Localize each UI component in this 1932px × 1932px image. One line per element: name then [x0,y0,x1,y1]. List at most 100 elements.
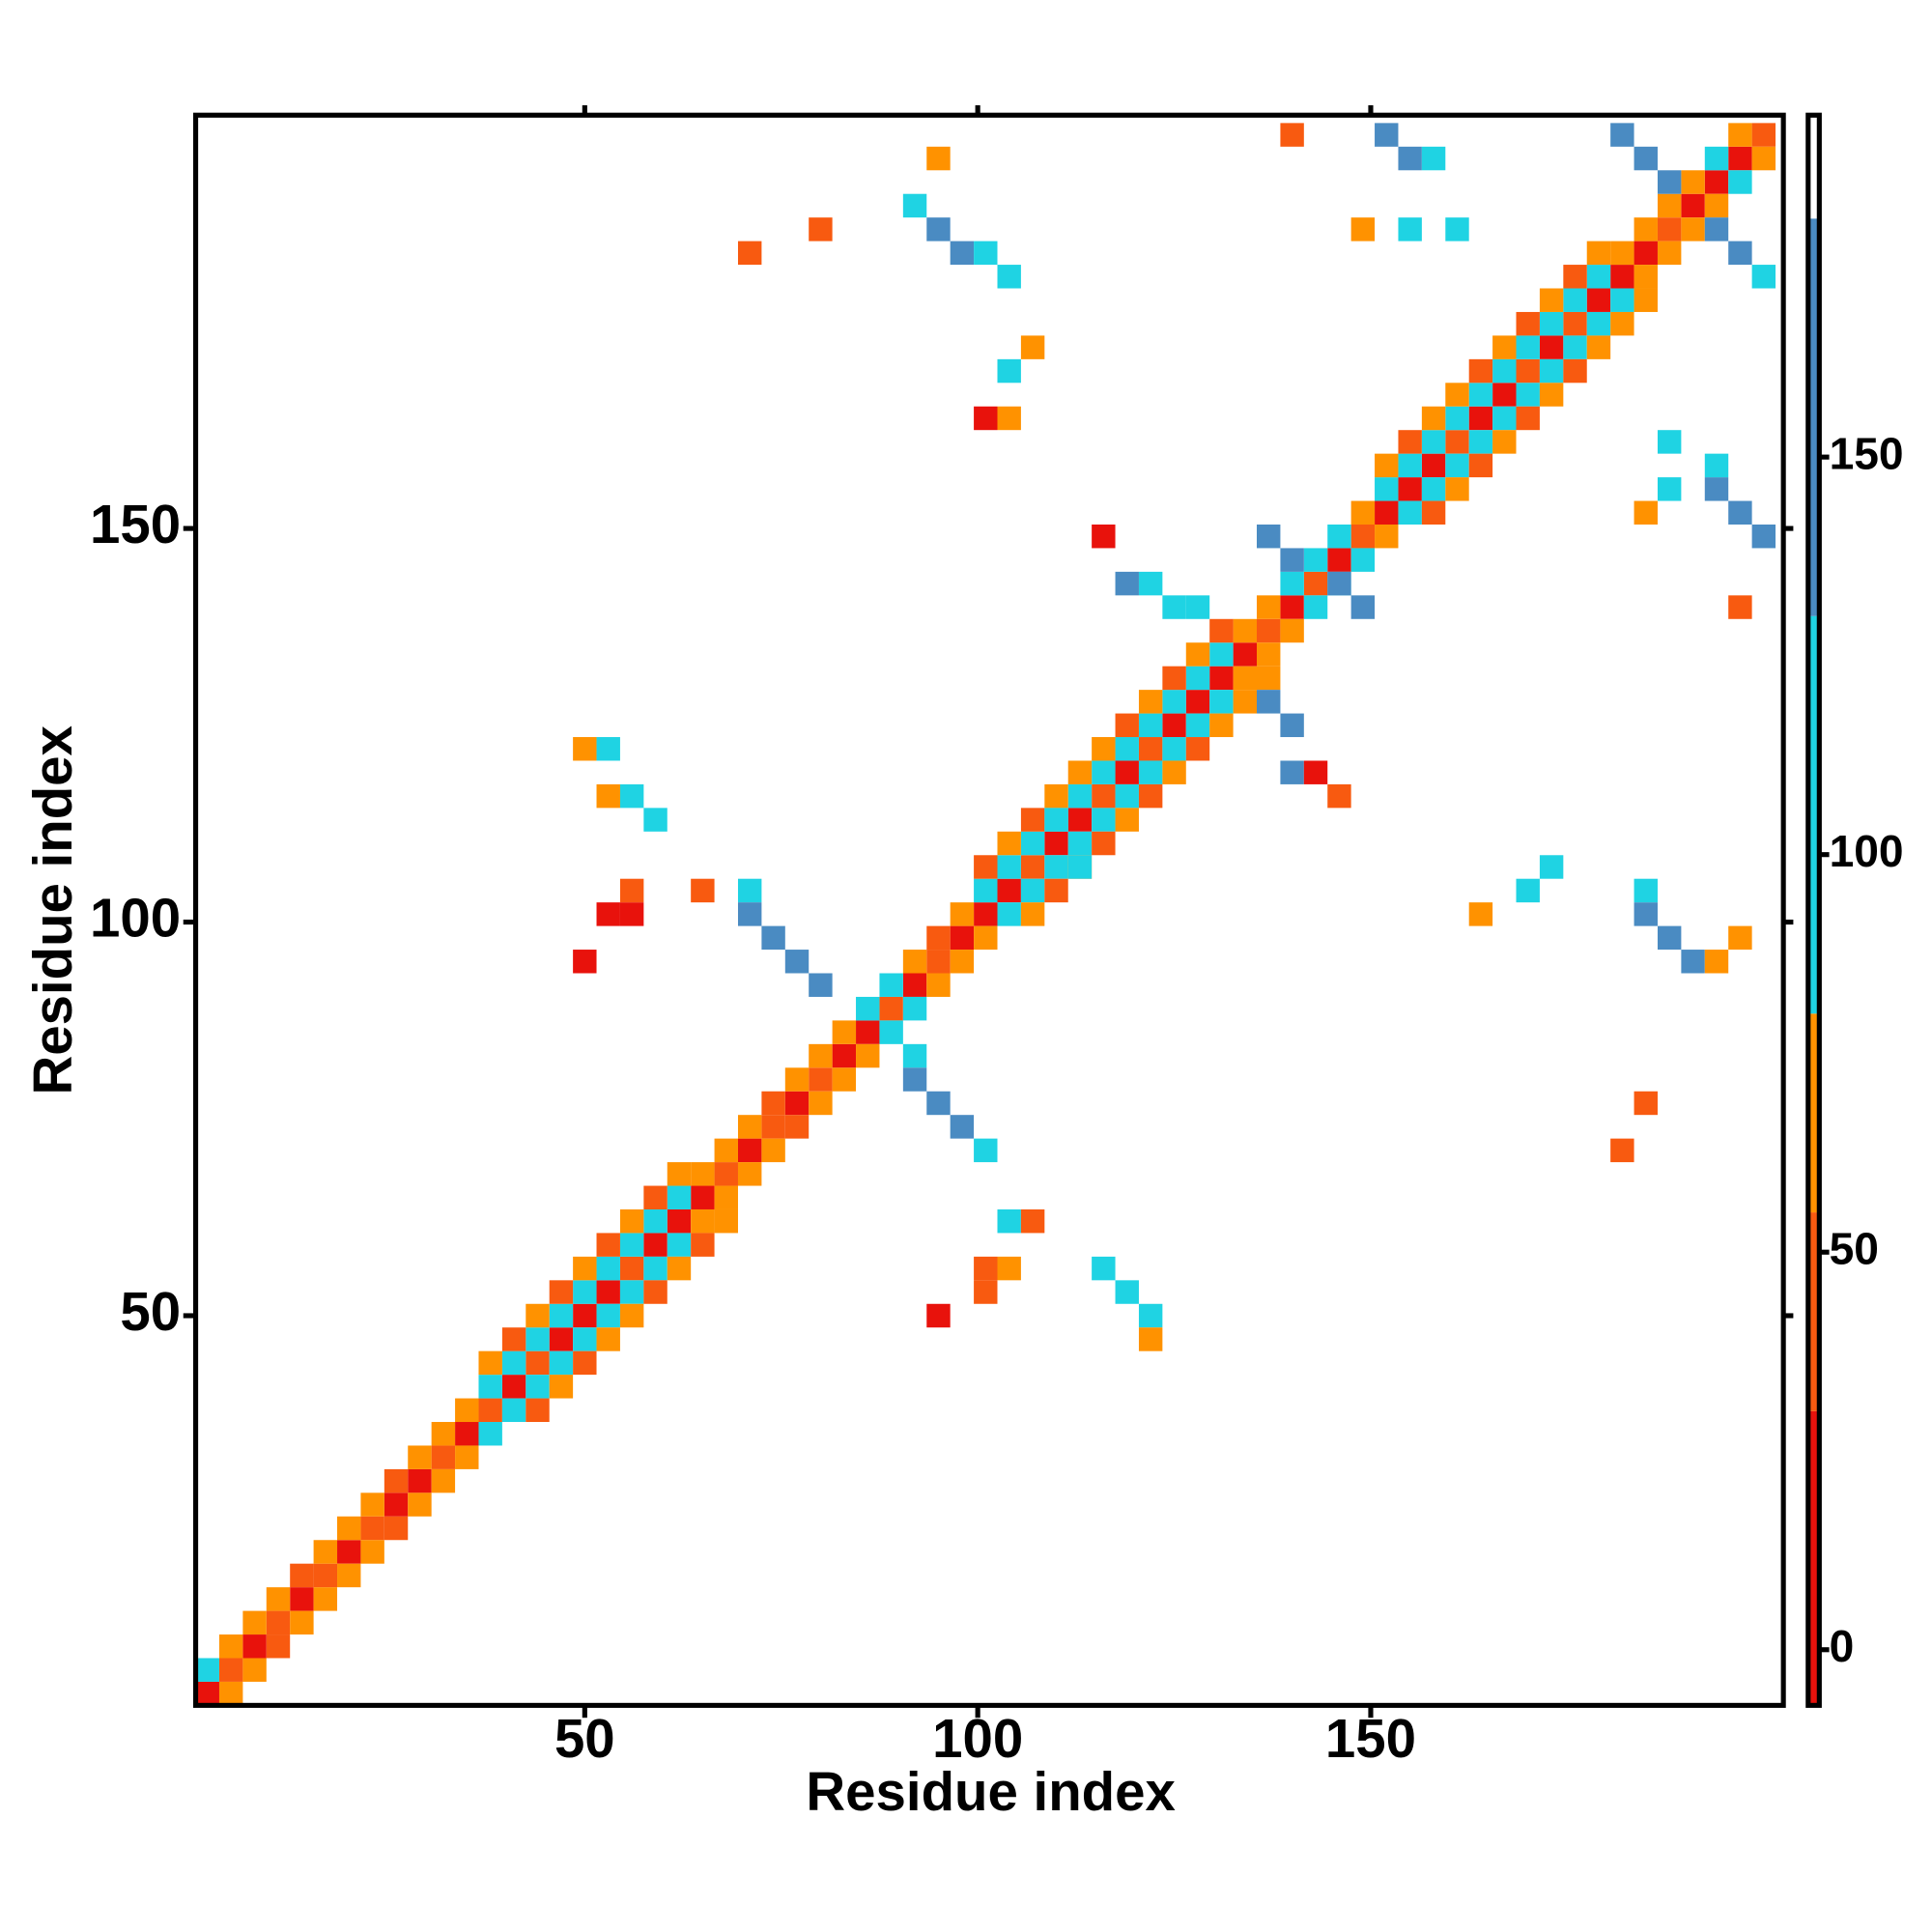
cell [360,1492,384,1517]
cell [1092,783,1116,809]
cell [1704,477,1729,501]
colorbar-tick-label: 150 [1830,428,1904,478]
cell [1728,595,1752,619]
cell [1020,335,1045,359]
cell [926,973,951,997]
cell [573,950,597,974]
cell [1280,123,1304,147]
cell [596,737,620,761]
cell [360,1516,384,1541]
cell [1115,713,1139,738]
y-tick-label: 50 [120,1281,181,1342]
y-tick-label: 150 [90,494,181,554]
cell [879,973,903,997]
cell [1233,642,1258,667]
cell [501,1398,526,1423]
cell [1728,170,1752,194]
cell [573,737,597,761]
cell [1185,737,1210,761]
cell [526,1350,550,1376]
cell [667,1162,692,1186]
cell [1020,831,1045,856]
cell [290,1610,314,1635]
cell [1563,335,1587,359]
cell [1610,123,1634,147]
cell [1563,311,1587,336]
cell [737,1162,762,1186]
cell [1445,406,1469,431]
cell [1162,690,1186,714]
cell [809,973,833,997]
cell [1634,217,1658,242]
cell [1468,406,1493,431]
axes: 50 100 150 50 100 150 [90,104,1794,1769]
cell [691,1208,715,1234]
cell [902,193,927,218]
cell [809,1043,833,1068]
cell [313,1540,338,1564]
cell [1303,595,1328,619]
cell [1398,453,1422,478]
cell [832,1067,857,1092]
cell [714,1208,738,1234]
cell [1138,1303,1163,1328]
cell [1162,666,1186,691]
cell [856,1043,880,1068]
cell [1327,524,1351,549]
cell [619,902,644,926]
cell [1375,500,1399,525]
cell [1610,288,1634,312]
cell [266,1587,291,1611]
cell [832,1043,857,1068]
cell [997,855,1021,879]
cell [1634,500,1658,525]
cell [974,1138,998,1163]
cell [1728,500,1752,525]
cell [902,973,927,997]
cell [809,217,833,242]
cell [974,1280,998,1304]
cell [549,1350,574,1376]
cell [1516,358,1540,384]
cell [1350,217,1376,242]
cell [1681,950,1705,974]
cell [809,1091,833,1116]
cell [974,1256,998,1281]
cell [1327,548,1351,572]
cell [1563,265,1587,289]
cell [832,1020,857,1044]
colorbar-bin [1807,218,1820,616]
cell [1586,265,1611,289]
cell [478,1398,502,1423]
cell [573,1256,597,1281]
cell [1516,383,1540,407]
cell [784,1067,810,1092]
colorbar-bin [1807,615,1820,1014]
cell [1375,123,1399,147]
cell [1681,217,1705,242]
cell [384,1492,409,1517]
cell [1398,146,1422,171]
cell [691,1185,715,1209]
cell [1492,430,1517,454]
cell [526,1375,550,1399]
cell [360,1540,384,1564]
cell [737,1115,762,1139]
cell [714,1185,738,1209]
cell [1138,713,1163,738]
cell [1233,618,1258,643]
cell [431,1445,456,1469]
cell [478,1375,502,1399]
cell [950,1115,975,1139]
cell [902,950,927,974]
cell [1516,335,1540,359]
cell [1092,524,1116,549]
cell [1516,878,1540,903]
cell [313,1563,338,1588]
cell [218,1681,243,1706]
colorbar-tick-label: 100 [1830,826,1904,876]
cell [667,1233,692,1257]
cell [926,1303,951,1328]
cell [526,1398,550,1423]
